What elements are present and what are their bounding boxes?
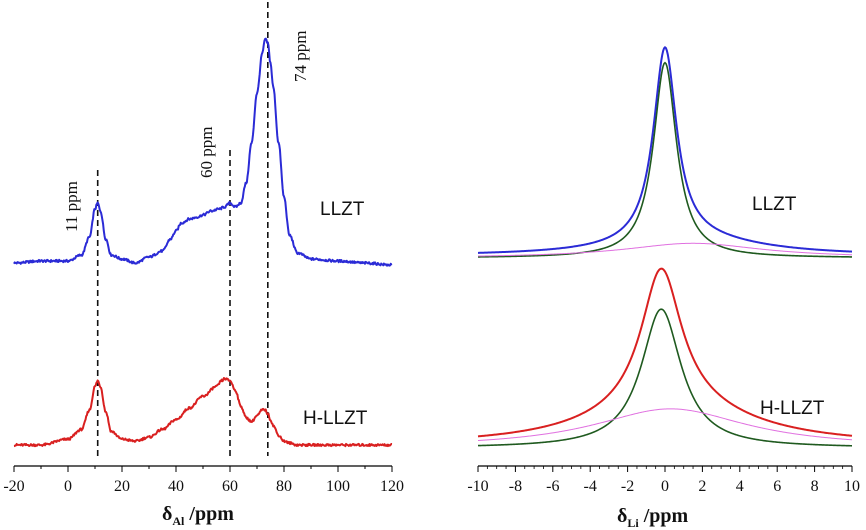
right-x-subscript: Li <box>627 516 639 530</box>
right-x-symbol: δ <box>617 505 627 527</box>
left-spectra <box>13 37 393 448</box>
left-x-subscript: Al <box>172 514 185 528</box>
left-x-symbol: δ <box>162 503 172 525</box>
left-panel: -20 0 20 40 60 80 100 120 11 ppm 60 ppm 74 ppm … <box>3 2 404 528</box>
left-tick-label: 60 <box>222 478 238 495</box>
right-tick-label: 6 <box>773 478 781 495</box>
right-tick-label: -8 <box>509 478 522 495</box>
right-tick-label: -10 <box>467 478 488 495</box>
curve-llzt-measured <box>477 46 853 254</box>
left-x-unit: /ppm <box>184 503 234 525</box>
right-tick-label: 0 <box>661 478 669 495</box>
left-tick-label: 120 <box>380 478 404 495</box>
curve-llzt-fit-narrow <box>477 61 853 258</box>
curve-h-llzt-measured <box>477 267 853 438</box>
right-label-llzt: LLZT <box>752 194 797 215</box>
right-x-axis-title: δLi /ppm <box>617 505 689 530</box>
right-spectra <box>477 46 853 447</box>
right-x-unit: /ppm <box>639 505 689 527</box>
left-label-h-llzt: H-LLZT <box>303 408 368 429</box>
left-x-ticks: -20 0 20 40 60 80 100 120 <box>3 466 404 495</box>
left-reference-lines <box>96 2 269 456</box>
left-tick-label: 0 <box>64 478 72 495</box>
curve-h-llzt-fit-narrow <box>477 308 853 447</box>
curve-h-llzt-fit-broad <box>477 408 853 442</box>
right-x-ticks: -10 -8 -6 -4 -2 0 2 4 6 8 10 <box>467 466 860 495</box>
curve-llzt-fit-broad <box>477 242 853 257</box>
right-tick-label: 10 <box>844 478 860 495</box>
right-label-h-llzt: H-LLZT <box>760 398 825 419</box>
right-tick-label: -4 <box>584 478 597 495</box>
left-tick-label: 80 <box>276 478 292 495</box>
right-tick-label: -2 <box>621 478 634 495</box>
left-tick-label: 40 <box>168 478 184 495</box>
right-tick-label: 4 <box>736 478 744 495</box>
annotation-11-ppm: 11 ppm <box>62 181 81 232</box>
right-tick-label: -6 <box>546 478 559 495</box>
annotation-60-ppm: 60 ppm <box>197 127 216 178</box>
annotation-74-ppm: 74 ppm <box>291 31 310 82</box>
right-tick-label: 8 <box>811 478 819 495</box>
right-panel: -10 -8 -6 -4 -2 0 2 4 6 8 10 LLZT H-LLZT δLi /ppm <box>467 46 860 530</box>
spectrum-h-llzt <box>13 377 393 448</box>
left-label-llzt: LLZT <box>320 199 365 220</box>
right-tick-label: 2 <box>698 478 706 495</box>
left-tick-label: 100 <box>326 478 350 495</box>
left-tick-label: -20 <box>3 478 24 495</box>
spectrum-llzt <box>13 37 393 267</box>
left-tick-label: 20 <box>114 478 130 495</box>
left-x-axis-title: δAl /ppm <box>162 503 234 528</box>
